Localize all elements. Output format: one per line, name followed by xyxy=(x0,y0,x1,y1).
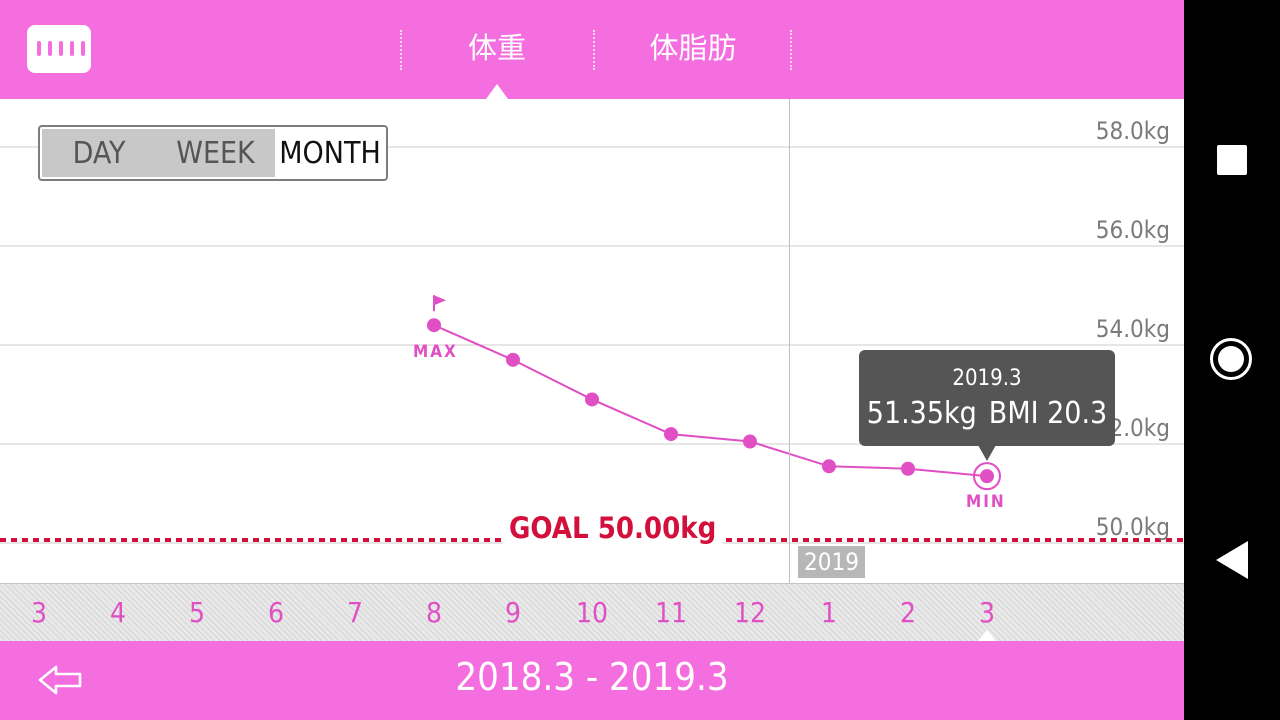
home-icon[interactable] xyxy=(1210,338,1252,380)
x-tick-label[interactable]: 7 xyxy=(346,596,364,629)
min-label: MIN xyxy=(966,492,1006,512)
x-tick-label[interactable]: 3 xyxy=(978,596,996,629)
tooltip-date: 2019.3 xyxy=(952,366,1022,391)
data-point xyxy=(427,318,441,333)
x-tick-label[interactable]: 2 xyxy=(899,596,917,629)
data-point xyxy=(585,392,599,407)
y-tick-label: 50.0kg xyxy=(1095,513,1170,541)
data-point xyxy=(743,434,757,449)
y-tick-label: 58.0kg xyxy=(1095,117,1170,145)
tooltip-bmi: BMI 20.3 xyxy=(988,396,1108,431)
selected-point-ring xyxy=(973,462,1001,491)
back-arrow-icon[interactable] xyxy=(36,659,86,701)
footer: 2018.3 - 2019.3 xyxy=(0,641,1184,720)
x-tick-label[interactable]: 10 xyxy=(575,596,609,629)
app-screen: 体重 体脂肪 58.0kg 56.0kg 54.0kg 52.0kg 50.0kg DA… xyxy=(0,0,1184,720)
range-month-button[interactable]: MONTH xyxy=(279,136,381,171)
recents-icon[interactable] xyxy=(1217,145,1247,175)
app-logo-icon[interactable] xyxy=(27,25,91,73)
tooltip-weight: 51.35kg xyxy=(866,396,977,431)
x-tick-label[interactable]: 8 xyxy=(425,596,443,629)
data-point xyxy=(664,427,678,442)
data-point xyxy=(822,459,836,474)
x-tick-label[interactable]: 12 xyxy=(733,596,767,629)
back-icon[interactable] xyxy=(1216,541,1248,579)
tooltip-pointer xyxy=(978,445,996,461)
x-tick-label[interactable]: 4 xyxy=(109,596,127,629)
data-point xyxy=(506,352,520,367)
range-toggle: DAY WEEK MONTH xyxy=(38,125,388,181)
max-flag-icon xyxy=(433,295,446,312)
year-badge: 2019 xyxy=(798,546,865,578)
weight-series-line xyxy=(433,324,988,478)
x-tick-label[interactable]: 3 xyxy=(30,596,48,629)
data-point xyxy=(980,469,994,484)
x-tick-label[interactable]: 1 xyxy=(820,596,838,629)
year-divider xyxy=(789,99,790,641)
period-label: 2018.3 - 2019.3 xyxy=(455,655,729,699)
y-tick-label: 54.0kg xyxy=(1095,315,1170,343)
y-tick-label: 56.0kg xyxy=(1095,216,1170,244)
data-point xyxy=(901,461,915,476)
range-day-button[interactable]: DAY xyxy=(72,136,126,171)
x-tick-label[interactable]: 9 xyxy=(504,596,522,629)
tab-weight[interactable]: 体重 xyxy=(467,31,526,65)
data-tooltip: 2019.3 51.35kg BMI 20.3 xyxy=(859,350,1115,446)
x-tick-label[interactable]: 11 xyxy=(654,596,688,629)
x-tick-label[interactable]: 5 xyxy=(188,596,206,629)
selected-tab-indicator xyxy=(486,84,508,99)
header: 体重 体脂肪 xyxy=(0,0,1184,99)
range-week-button[interactable]: WEEK xyxy=(176,136,255,171)
selected-month-indicator xyxy=(978,630,996,641)
x-tick-label[interactable]: 6 xyxy=(267,596,285,629)
tab-body-fat[interactable]: 体脂肪 xyxy=(649,31,737,65)
max-label: MAX xyxy=(413,342,458,362)
goal-label: GOAL 50.00kg xyxy=(503,510,723,546)
